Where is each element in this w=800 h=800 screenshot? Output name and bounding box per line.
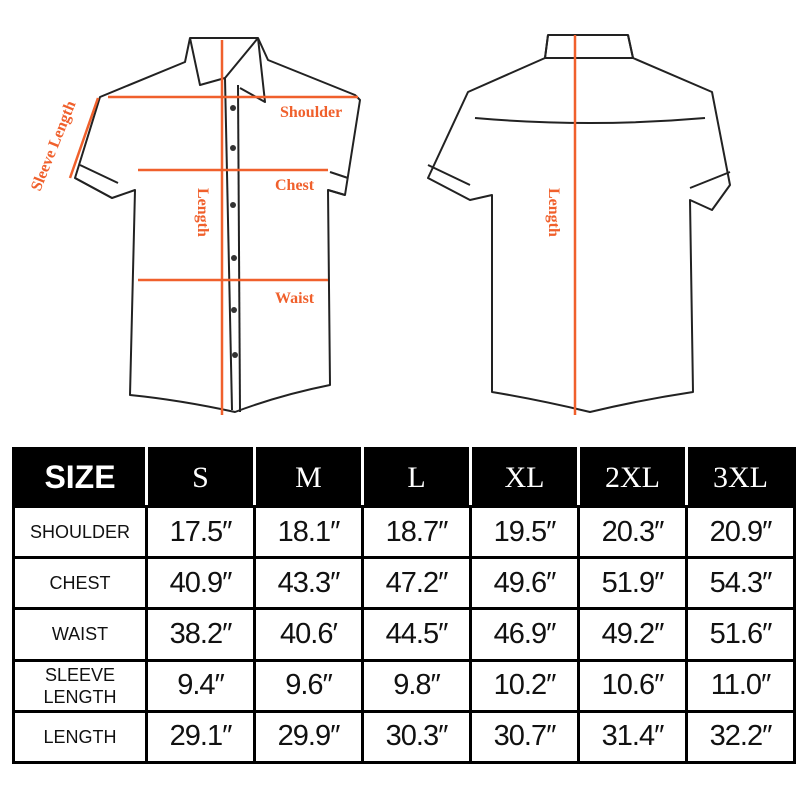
table-cell: 51.9″ <box>577 556 688 611</box>
header-3xl: 3XL <box>685 447 796 508</box>
table-cell: 9.6″ <box>253 658 364 713</box>
shoulder-label: Shoulder <box>280 104 342 121</box>
back-length-label: Length <box>545 188 562 237</box>
table-cell: 46.9″ <box>469 607 580 662</box>
header-size: SIZE <box>12 447 148 508</box>
table-cell: 29.1″ <box>145 709 256 765</box>
waist-label: Waist <box>275 290 315 307</box>
table-cell: 9.4″ <box>145 658 256 713</box>
row-label: SHOULDER <box>12 504 148 560</box>
table-cell: 49.6″ <box>469 556 580 611</box>
row-label: CHEST <box>12 556 148 611</box>
table-cell: 18.7″ <box>361 504 472 560</box>
table-cell: 44.5″ <box>361 607 472 662</box>
row-label: SLEEVE LENGTH <box>12 658 148 713</box>
table-cell: 20.3″ <box>577 504 688 560</box>
table-cell: 11.0″ <box>685 658 796 713</box>
size-chart-table: SIZE S M L XL 2XL 3XL SHOULDER 17.5″ 18.1″… <box>12 447 796 765</box>
table-cell: 32.2″ <box>685 709 796 765</box>
table-cell: 40.9″ <box>145 556 256 611</box>
row-label: LENGTH <box>12 709 148 765</box>
table-row: WAIST 38.2″ 40.6′ 44.5″ 46.9″ 49.2″ 51.6″ <box>12 607 796 662</box>
front-length-label: Length <box>194 188 211 237</box>
table-cell: 10.6″ <box>577 658 688 713</box>
front-shirt-outline <box>74 37 361 413</box>
table-cell: 20.9″ <box>685 504 796 560</box>
table-cell: 30.3″ <box>361 709 472 765</box>
header-l: L <box>361 447 472 508</box>
header-s: S <box>145 447 256 508</box>
table-cell: 31.4″ <box>577 709 688 765</box>
table-row: SLEEVE LENGTH 9.4″ 9.6″ 9.8″ 10.2″ 10.6″ 11.0″ <box>12 658 796 713</box>
table-row: SHOULDER 17.5″ 18.1″ 18.7″ 19.5″ 20.3″ 20.9″ <box>12 504 796 560</box>
back-shirt-outline <box>427 34 731 413</box>
chest-label: Chest <box>275 177 315 194</box>
header-xl: XL <box>469 447 580 508</box>
table-row: CHEST 40.9″ 43.3″ 47.2″ 49.6″ 51.9″ 54.3″ <box>12 556 796 611</box>
table-cell: 10.2″ <box>469 658 580 713</box>
table-cell: 9.8″ <box>361 658 472 713</box>
table-cell: 18.1″ <box>253 504 364 560</box>
table-cell: 29.9″ <box>253 709 364 765</box>
table-cell: 30.7″ <box>469 709 580 765</box>
table-cell: 19.5″ <box>469 504 580 560</box>
table-header-row: SIZE S M L XL 2XL 3XL <box>12 447 796 508</box>
table-row: LENGTH 29.1″ 29.9″ 30.3″ 30.7″ 31.4″ 32.2″ <box>12 709 796 765</box>
shirt-diagrams: Sleeve Length Shoulder Chest Waist Lengt… <box>28 34 731 415</box>
header-m: M <box>253 447 364 508</box>
table-cell: 38.2″ <box>145 607 256 662</box>
front-measure-lines <box>68 40 358 415</box>
row-label: WAIST <box>12 607 148 662</box>
table-cell: 43.3″ <box>253 556 364 611</box>
table-cell: 49.2″ <box>577 607 688 662</box>
table-cell: 51.6″ <box>685 607 796 662</box>
table-cell: 47.2″ <box>361 556 472 611</box>
table-cell: 17.5″ <box>145 504 256 560</box>
sleeve-length-label: Sleeve Length <box>28 98 80 193</box>
header-2xl: 2XL <box>577 447 688 508</box>
front-buttons <box>230 105 238 358</box>
table-cell: 40.6′ <box>253 607 364 662</box>
table-cell: 54.3″ <box>685 556 796 611</box>
